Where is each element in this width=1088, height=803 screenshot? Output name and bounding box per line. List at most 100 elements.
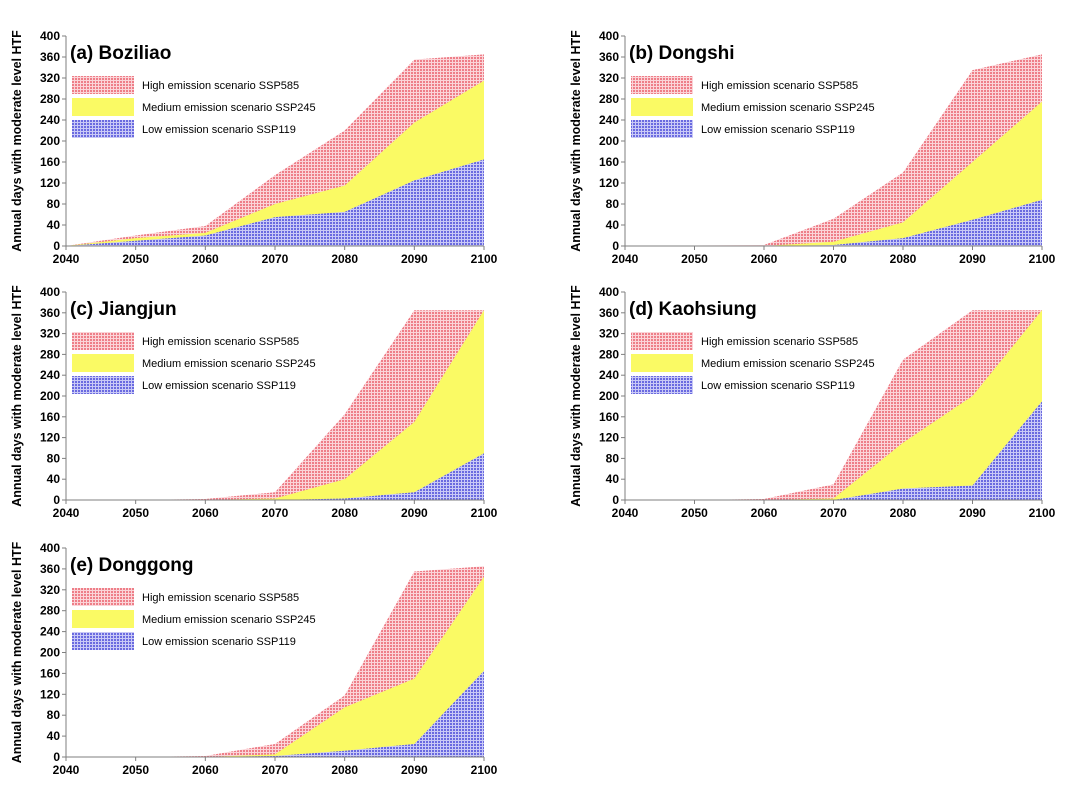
legend-label: Medium emission scenario SSP245 [701,102,875,114]
y-tick-label: 240 [599,113,619,127]
y-tick-label: 320 [40,327,60,341]
y-tick-label: 280 [40,92,60,106]
legend-swatch [72,332,134,350]
y-tick-label: 40 [47,729,61,743]
y-tick-label: 400 [40,285,60,299]
y-tick-label: 360 [40,50,60,64]
y-tick-label: 120 [40,687,60,701]
y-tick-label: 80 [47,451,61,465]
x-tick-label: 2040 [53,763,80,777]
y-axis-label: Annual days with moderate level HTF [569,30,583,252]
x-tick-label: 2100 [1029,506,1056,520]
x-tick-label: 2080 [331,763,358,777]
x-tick-label: 2050 [122,506,149,520]
panel-title: (a) Boziliao [70,43,171,64]
chart-panel: 0 40 80 120 160 200 240 280 320 360 400 2040 2050 206… [10,541,498,777]
legend-label: Low emission scenario SSP119 [142,124,296,136]
legend-swatch [72,610,134,628]
x-tick-label: 2100 [471,763,498,777]
x-tick-label: 2060 [751,506,778,520]
x-tick-label: 2090 [401,506,428,520]
legend-label: Low emission scenario SSP119 [701,380,855,392]
chart-panel: 0 40 80 120 160 200 240 280 320 360 400 2040 2050 206… [10,285,498,520]
legend: High emission scenario SSP585 Medium emis… [72,76,316,138]
legend-swatch [72,98,134,116]
x-tick-label: 2090 [401,252,428,266]
y-tick-label: 240 [40,368,60,382]
legend: High emission scenario SSP585 Medium emis… [72,588,316,650]
y-tick-label: 280 [599,347,619,361]
legend-label: Medium emission scenario SSP245 [701,358,875,370]
legend-label: Low emission scenario SSP119 [142,380,296,392]
y-tick-label: 200 [599,389,619,403]
x-tick-label: 2100 [471,506,498,520]
x-tick-label: 2040 [612,252,639,266]
y-tick-label: 160 [40,410,60,424]
legend-swatch [72,376,134,394]
x-tick-label: 2070 [820,252,847,266]
legend-swatch [631,354,693,372]
legend-label: Low emission scenario SSP119 [701,124,855,136]
y-axis-label: Annual days with moderate level HTF [10,285,24,507]
x-tick-label: 2080 [890,506,917,520]
area-series-medium [625,101,1042,246]
y-tick-label: 320 [40,583,60,597]
x-tick-label: 2090 [959,506,986,520]
panel-title: (d) Kaohsiung [629,299,757,320]
y-tick-label: 280 [40,604,60,618]
legend: High emission scenario SSP585 Medium emis… [631,332,875,394]
y-tick-label: 320 [40,71,60,85]
y-tick-label: 320 [599,327,619,341]
legend-swatch [72,76,134,94]
legend: High emission scenario SSP585 Medium emis… [72,332,316,394]
panel-title: (b) Dongshi [629,43,735,64]
y-tick-label: 400 [599,285,619,299]
y-tick-label: 240 [599,368,619,382]
x-tick-label: 2060 [192,252,219,266]
y-tick-label: 0 [53,239,60,253]
x-tick-label: 2050 [122,763,149,777]
y-tick-label: 360 [599,50,619,64]
y-tick-label: 120 [40,431,60,445]
y-tick-label: 120 [40,176,60,190]
y-tick-label: 40 [47,472,61,486]
y-tick-label: 200 [40,134,60,148]
x-tick-label: 2060 [192,763,219,777]
x-tick-label: 2090 [401,763,428,777]
y-tick-label: 400 [40,29,60,43]
y-tick-label: 280 [599,92,619,106]
area-series-medium [66,310,484,500]
chart-panel: 0 40 80 120 160 200 240 280 320 360 400 2040 2050 206… [10,29,498,266]
y-axis-label: Annual days with moderate level HTF [10,541,24,763]
y-tick-label: 40 [606,472,620,486]
y-tick-label: 80 [47,708,61,722]
x-tick-label: 2050 [122,252,149,266]
legend-swatch [72,354,134,372]
legend-label: High emission scenario SSP585 [701,336,858,348]
x-tick-label: 2100 [1029,252,1056,266]
y-tick-label: 360 [40,562,60,576]
area-series-medium [625,310,1042,500]
x-tick-label: 2100 [471,252,498,266]
y-tick-label: 200 [599,134,619,148]
x-tick-label: 2040 [53,506,80,520]
y-tick-label: 0 [612,493,619,507]
x-tick-label: 2040 [612,506,639,520]
panel-title: (c) Jiangjun [70,299,177,320]
area-series-low [66,670,484,757]
x-tick-label: 2080 [331,252,358,266]
legend-label: Low emission scenario SSP119 [142,636,296,648]
y-tick-label: 160 [40,666,60,680]
y-tick-label: 0 [53,493,60,507]
y-tick-label: 40 [606,218,620,232]
legend-label: Medium emission scenario SSP245 [142,102,316,114]
y-axis-label: Annual days with moderate level HTF [10,30,24,252]
x-tick-label: 2070 [262,252,289,266]
x-tick-label: 2090 [959,252,986,266]
legend-swatch [72,120,134,138]
legend-label: High emission scenario SSP585 [142,80,299,92]
legend-label: Medium emission scenario SSP245 [142,614,316,626]
chart-panel: 0 40 80 120 160 200 240 280 320 360 400 2040 2050 206… [569,285,1056,520]
y-tick-label: 160 [599,155,619,169]
